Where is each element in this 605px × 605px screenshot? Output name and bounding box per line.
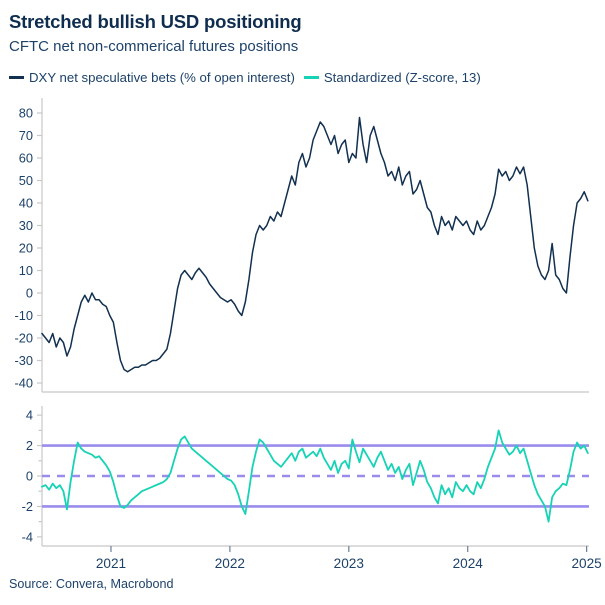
series-line-zscore xyxy=(41,429,589,523)
y-tick-label-upper: 50 xyxy=(19,173,33,188)
legend-item-dxy[interactable]: DXY net speculative bets (% of open inte… xyxy=(9,70,295,85)
y-tick-label-upper: -20 xyxy=(15,330,34,345)
y-tick-label-upper: 30 xyxy=(19,218,33,233)
legend-label-dxy: DXY net speculative bets (% of open inte… xyxy=(29,70,295,85)
x-tick-label: 2025 xyxy=(571,556,601,571)
y-tick-label-upper: -10 xyxy=(15,308,34,323)
upper-panel-net-positioning: -40 -30 -20 -10 0 10 20 30 40 50 60 70 80 xyxy=(15,98,589,393)
series-line-dxy-net-bets xyxy=(41,116,589,373)
legend-item-zscore[interactable]: Standardized (Z-score, 13) xyxy=(303,70,481,85)
y-tick-label-lower: -4 xyxy=(22,529,33,544)
y-tick-label-upper: 40 xyxy=(19,195,33,210)
line-swatch-navy-icon xyxy=(9,76,24,79)
line-swatch-teal-icon xyxy=(303,76,319,79)
x-tick-label: 2023 xyxy=(334,556,364,571)
x-axis: 2021 2022 2023 2024 2025 xyxy=(96,546,602,571)
y-tick-label-upper: 20 xyxy=(19,240,33,255)
page-title: Stretched bullish USD positioning xyxy=(9,11,302,32)
x-tick-label: 2021 xyxy=(96,556,126,571)
y-tick-label-upper: 80 xyxy=(19,105,33,120)
y-tick-label-upper: -30 xyxy=(15,353,34,368)
y-tick-label-upper: -40 xyxy=(15,375,34,390)
y-tick-label-lower: 4 xyxy=(26,408,33,423)
y-tick-label-lower: -2 xyxy=(22,499,33,514)
chart-legend: DXY net speculative bets (% of open inte… xyxy=(9,70,481,85)
y-tick-label-upper: 60 xyxy=(19,150,33,165)
lower-panel-zscore: -4 -2 0 2 4 xyxy=(22,406,589,547)
x-tick-label: 2024 xyxy=(453,556,484,571)
y-tick-label-upper: 0 xyxy=(26,285,33,300)
source-note: Source: Convera, Macrobond xyxy=(9,577,174,591)
chart-subtitle: CFTC net non-commerical futures position… xyxy=(9,38,299,55)
legend-label-zscore: Standardized (Z-score, 13) xyxy=(323,70,481,85)
y-tick-label-lower: 0 xyxy=(26,468,33,483)
x-tick-label: 2022 xyxy=(215,556,245,571)
y-tick-label-upper: 70 xyxy=(19,128,33,143)
y-tick-label-upper: 10 xyxy=(19,263,33,278)
y-tick-label-lower: 2 xyxy=(26,438,33,453)
